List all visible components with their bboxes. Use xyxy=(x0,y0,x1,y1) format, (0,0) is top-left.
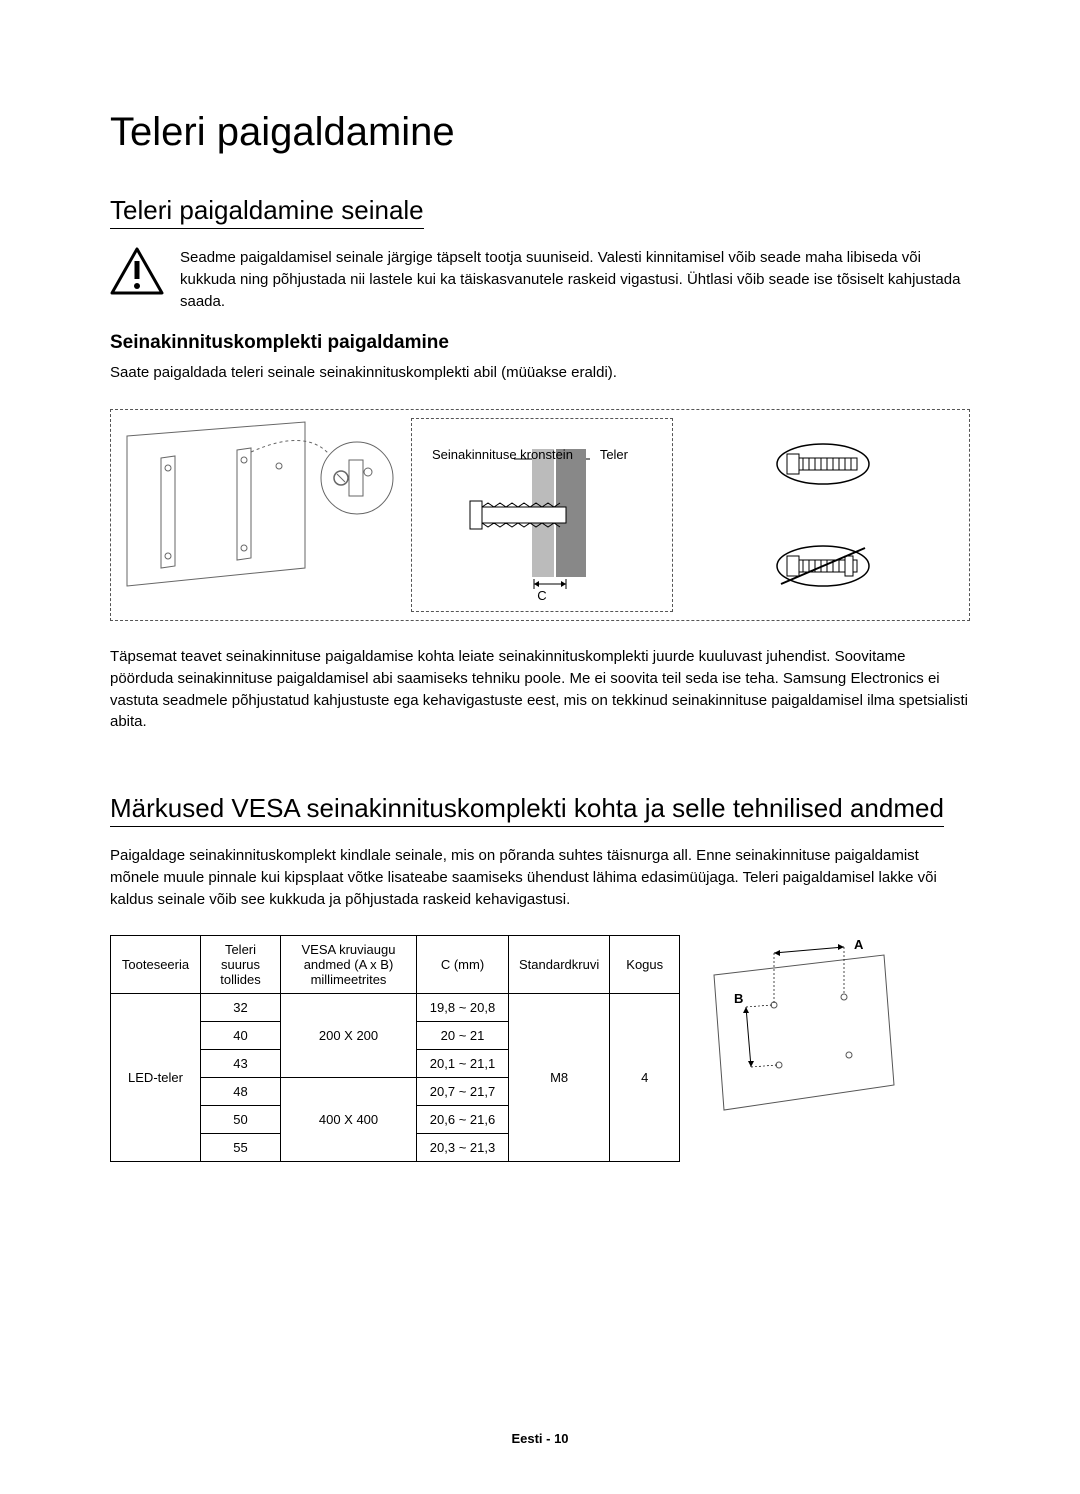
vesa-spec-table: Tooteseeria Teleri suurus tollides VESA … xyxy=(110,935,680,1162)
cell-c: 20,6 ~ 21,6 xyxy=(417,1106,509,1134)
label-c: C xyxy=(537,588,546,603)
cell-vesa: 200 X 200 xyxy=(281,994,417,1078)
cell-screw: M8 xyxy=(509,994,610,1162)
cell-product: LED-teler xyxy=(111,994,201,1162)
subheading-kit: Seinakinnituskomplekti paigaldamine xyxy=(110,332,970,354)
page-footer: Eesti - 10 xyxy=(0,1431,1080,1446)
th-screw: Standardkruvi xyxy=(509,936,610,994)
cell-size: 32 xyxy=(201,994,281,1022)
cell-size: 48 xyxy=(201,1078,281,1106)
label-bracket: Seinakinnituse kronstein xyxy=(432,447,573,462)
cell-c: 20,7 ~ 21,7 xyxy=(417,1078,509,1106)
cell-size: 43 xyxy=(201,1050,281,1078)
cell-c: 20 ~ 21 xyxy=(417,1022,509,1050)
th-c: C (mm) xyxy=(417,936,509,994)
svg-text:B: B xyxy=(734,991,743,1006)
wallmount-diagram: Seinakinnituse kronstein Teler C xyxy=(110,409,970,621)
warning-icon xyxy=(110,247,164,295)
kit-intro: Saate paigaldada teleri seinale seinakin… xyxy=(110,362,970,384)
warning-block: Seadme paigaldamisel seinale järgige täp… xyxy=(110,247,970,312)
section-heading-wallmount: Teleri paigaldamine seinale xyxy=(110,195,424,229)
cell-qty: 4 xyxy=(610,994,680,1162)
section-heading-vesa: Märkused VESA seinakinnituskomplekti koh… xyxy=(110,793,944,827)
vesa-panel-diagram: A B xyxy=(704,935,970,1162)
th-qty: Kogus xyxy=(610,936,680,994)
diagram-tv-back xyxy=(119,418,399,612)
after-diagram-text: Täpsemat teavet seinakinnituse paigaldam… xyxy=(110,646,970,733)
svg-text:A: A xyxy=(854,937,864,952)
label-tv: Teler xyxy=(600,447,628,462)
th-vesa: VESA kruviaugu andmed (A x B) millimeetr… xyxy=(281,936,417,994)
cell-size: 50 xyxy=(201,1106,281,1134)
cell-size: 55 xyxy=(201,1134,281,1162)
vesa-intro: Paigaldage seinakinnituskomplekt kindlal… xyxy=(110,845,970,910)
warning-text: Seadme paigaldamisel seinale järgige täp… xyxy=(180,247,970,312)
cell-c: 19,8 ~ 20,8 xyxy=(417,994,509,1022)
page-title: Teleri paigaldamine xyxy=(110,110,970,155)
cell-vesa: 400 X 400 xyxy=(281,1078,417,1162)
diagram-screws xyxy=(685,418,961,612)
cell-c: 20,3 ~ 21,3 xyxy=(417,1134,509,1162)
th-size: Teleri suurus tollides xyxy=(201,936,281,994)
diagram-cross-section: Seinakinnituse kronstein Teler C xyxy=(411,418,673,612)
th-series: Tooteseeria xyxy=(111,936,201,994)
table-row: LED-teler 32 200 X 200 19,8 ~ 20,8 M8 4 xyxy=(111,994,680,1022)
cell-c: 20,1 ~ 21,1 xyxy=(417,1050,509,1078)
cell-size: 40 xyxy=(201,1022,281,1050)
